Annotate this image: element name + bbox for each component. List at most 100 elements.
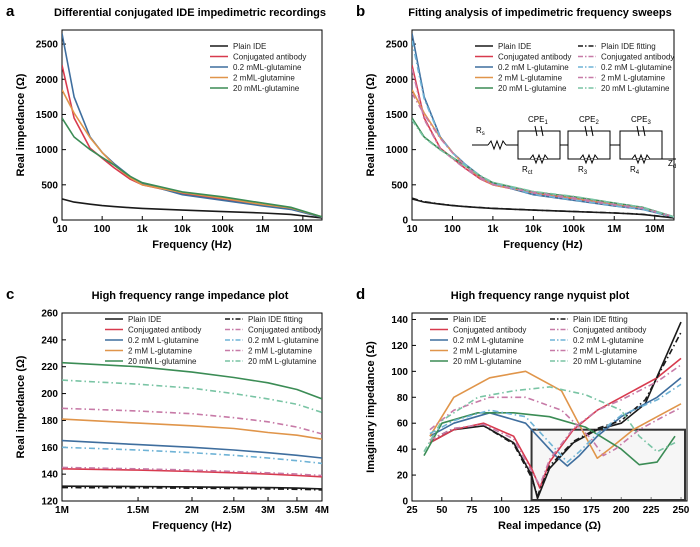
x-tick-label: 3M (261, 505, 275, 516)
cpe-icon (534, 125, 538, 137)
circuit-label: R4 (630, 165, 640, 176)
circuit-label: R3 (578, 165, 588, 176)
cpe-icon (590, 125, 594, 137)
x-tick-label: 10k (525, 224, 542, 235)
x-tick-label: 100k (563, 224, 586, 235)
resistor-icon (631, 153, 651, 165)
legend-label: Conjugated antibody (453, 326, 526, 335)
legend-label: Plain IDE (128, 315, 161, 324)
series-line (429, 370, 682, 460)
circuit-label: CPE2 (579, 115, 599, 126)
panel-b: b Fitting analysis of impedimetric freque… (356, 3, 676, 251)
x-tick-label: 250 (673, 505, 690, 516)
panel-title: Differential conjugated IDE impedimetric… (54, 7, 326, 19)
legend-label: Conjugated antibody (601, 53, 674, 62)
series-line (62, 485, 322, 490)
series-line (62, 89, 322, 218)
series-line (62, 198, 322, 219)
x-tick-label: 1.5M (127, 505, 149, 516)
x-tick-label: 100 (444, 224, 461, 235)
legend-label: Plain IDE (233, 42, 266, 51)
legend-label: Conjugated antibody (128, 326, 201, 335)
y-tick-label: 2500 (386, 40, 409, 51)
panel-title: Fitting analysis of impedimetric frequen… (408, 7, 671, 19)
y-tick-label: 180 (41, 416, 58, 427)
panel-d: d High frequency range nyquist plot 25 50 75… (356, 286, 690, 532)
y-tick-label: 1000 (386, 145, 409, 156)
legend-label: 20 mM L-glutamine (453, 357, 522, 366)
y-tick-label: 220 (41, 362, 58, 373)
y-tick-label: 100 (391, 367, 408, 378)
panel-title: High frequency range impedance plot (92, 290, 289, 302)
x-tick-label: 10 (406, 224, 418, 235)
circuit-label: CPE3 (631, 115, 651, 126)
y-tick-label: 0 (402, 497, 408, 508)
panel-letter: b (356, 3, 365, 20)
legend-label: 2 mM L-glutamine (573, 347, 638, 356)
legend-label: Conjugated antibody (233, 53, 306, 62)
y-tick-label: 60 (397, 419, 409, 430)
series-line (429, 396, 682, 457)
circuit-label: Rs (476, 126, 485, 137)
legend-label: Plain IDE (498, 42, 531, 51)
y-tick-label: 1500 (36, 110, 59, 121)
series-line (62, 446, 322, 465)
y-tick-label: 500 (41, 180, 58, 191)
y-tick-label: 0 (52, 216, 58, 227)
plot-frame (411, 29, 675, 221)
legend-label: 2 mM L-glutamine (601, 74, 666, 83)
x-tick-label: 10 (56, 224, 68, 235)
series-line (412, 197, 674, 219)
x-tick-label: 50 (436, 505, 448, 516)
y-tick-label: 20 (397, 471, 409, 482)
x-tick-label: 1k (137, 224, 149, 235)
legend-label: 20 mM L-glutamine (498, 84, 567, 93)
legend-label: 0.2 mML-glutamine (233, 63, 302, 72)
legend-label: Conjugated antibody (498, 53, 571, 62)
circuit-label: CPE1 (528, 115, 548, 126)
series-line (429, 321, 682, 500)
legend-label: Conjugated antibody (248, 326, 321, 335)
x-tick-label: 200 (613, 505, 630, 516)
legend-label: 20 mM L-glutamine (248, 357, 317, 366)
y-tick-label: 1000 (36, 145, 59, 156)
y-axis-label: Real impedance (Ω) (15, 355, 27, 458)
panel-letter: c (6, 286, 14, 303)
legend-label: Plain IDE fitting (601, 42, 656, 51)
series-line (62, 439, 322, 459)
legend-label: 2 mM L-glutamine (128, 347, 193, 356)
x-tick-label: 175 (583, 505, 600, 516)
series-line (62, 361, 322, 400)
x-tick-label: 1M (55, 505, 69, 516)
legend-label: 0.2 mM L-glutamine (498, 63, 569, 72)
x-tick-label: 1k (487, 224, 499, 235)
legend-label: 20 mM L-glutamine (573, 357, 642, 366)
circuit-label: Zd (668, 159, 676, 170)
series-line (62, 407, 322, 435)
series-line (62, 466, 322, 477)
resistor-icon (487, 139, 507, 151)
x-tick-label: 225 (643, 505, 660, 516)
series-line (62, 418, 322, 440)
legend-label: Conjugated antibody (573, 326, 646, 335)
y-tick-label: 0 (402, 216, 408, 227)
y-tick-label: 160 (41, 443, 58, 454)
legend-label: 0.2 mM L-glutamine (453, 336, 524, 345)
panel-c: c High frequency range impedance plot 1M 1.… (6, 286, 329, 532)
legend-label: Plain IDE fitting (248, 315, 303, 324)
y-tick-label: 200 (41, 389, 58, 400)
series-group (412, 33, 674, 219)
resistor-icon (529, 153, 549, 165)
legend-label: 20 mML-glutamine (233, 84, 300, 93)
y-tick-label: 260 (41, 309, 58, 320)
series-line (62, 468, 322, 478)
x-axis-label: Frequency (Hz) (152, 239, 232, 251)
legend-label: 0.2 mM L-glutamine (128, 336, 199, 345)
x-tick-label: 2.5M (223, 505, 245, 516)
x-tick-label: 100k (211, 224, 234, 235)
y-axis-label: Real impedance (Ω) (365, 73, 377, 176)
legend-label: 2 mM L-glutamine (498, 74, 563, 83)
